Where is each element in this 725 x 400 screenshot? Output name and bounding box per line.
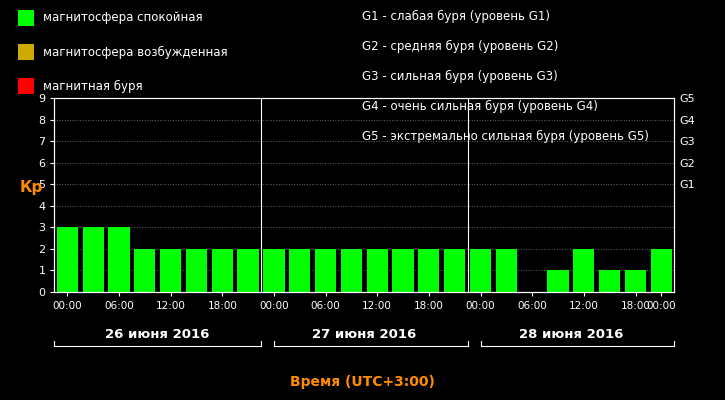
Bar	[547, 270, 568, 292]
Text: Время (UTC+3:00): Время (UTC+3:00)	[290, 375, 435, 389]
Bar	[418, 249, 439, 292]
Bar	[341, 249, 362, 292]
Text: G4 - очень сильная буря (уровень G4): G4 - очень сильная буря (уровень G4)	[362, 100, 598, 113]
Bar	[392, 249, 414, 292]
Bar	[186, 249, 207, 292]
Text: 27 июня 2016: 27 июня 2016	[312, 328, 416, 340]
Bar	[444, 249, 465, 292]
Text: 28 июня 2016: 28 июня 2016	[519, 328, 623, 340]
Bar	[263, 249, 284, 292]
Text: 26 июня 2016: 26 июня 2016	[106, 328, 210, 340]
Bar	[496, 249, 517, 292]
Bar	[238, 249, 259, 292]
Bar	[134, 249, 155, 292]
Text: магнитная буря: магнитная буря	[43, 80, 142, 92]
Bar	[83, 227, 104, 292]
Bar	[599, 270, 621, 292]
Text: G2 - средняя буря (уровень G2): G2 - средняя буря (уровень G2)	[362, 40, 559, 53]
Text: G5 - экстремально сильная буря (уровень G5): G5 - экстремально сильная буря (уровень …	[362, 130, 650, 143]
Bar	[160, 249, 181, 292]
Text: G3 - сильная буря (уровень G3): G3 - сильная буря (уровень G3)	[362, 70, 558, 83]
Bar	[367, 249, 388, 292]
Bar	[573, 249, 594, 292]
Text: магнитосфера спокойная: магнитосфера спокойная	[43, 12, 202, 24]
Bar	[289, 249, 310, 292]
Y-axis label: Кр: Кр	[19, 180, 43, 195]
Bar	[212, 249, 233, 292]
Text: магнитосфера возбужденная: магнитосфера возбужденная	[43, 46, 228, 58]
Bar	[315, 249, 336, 292]
Bar	[651, 249, 672, 292]
Bar	[625, 270, 646, 292]
Bar	[108, 227, 130, 292]
Text: G1 - слабая буря (уровень G1): G1 - слабая буря (уровень G1)	[362, 10, 550, 23]
Bar	[470, 249, 491, 292]
Bar	[57, 227, 78, 292]
